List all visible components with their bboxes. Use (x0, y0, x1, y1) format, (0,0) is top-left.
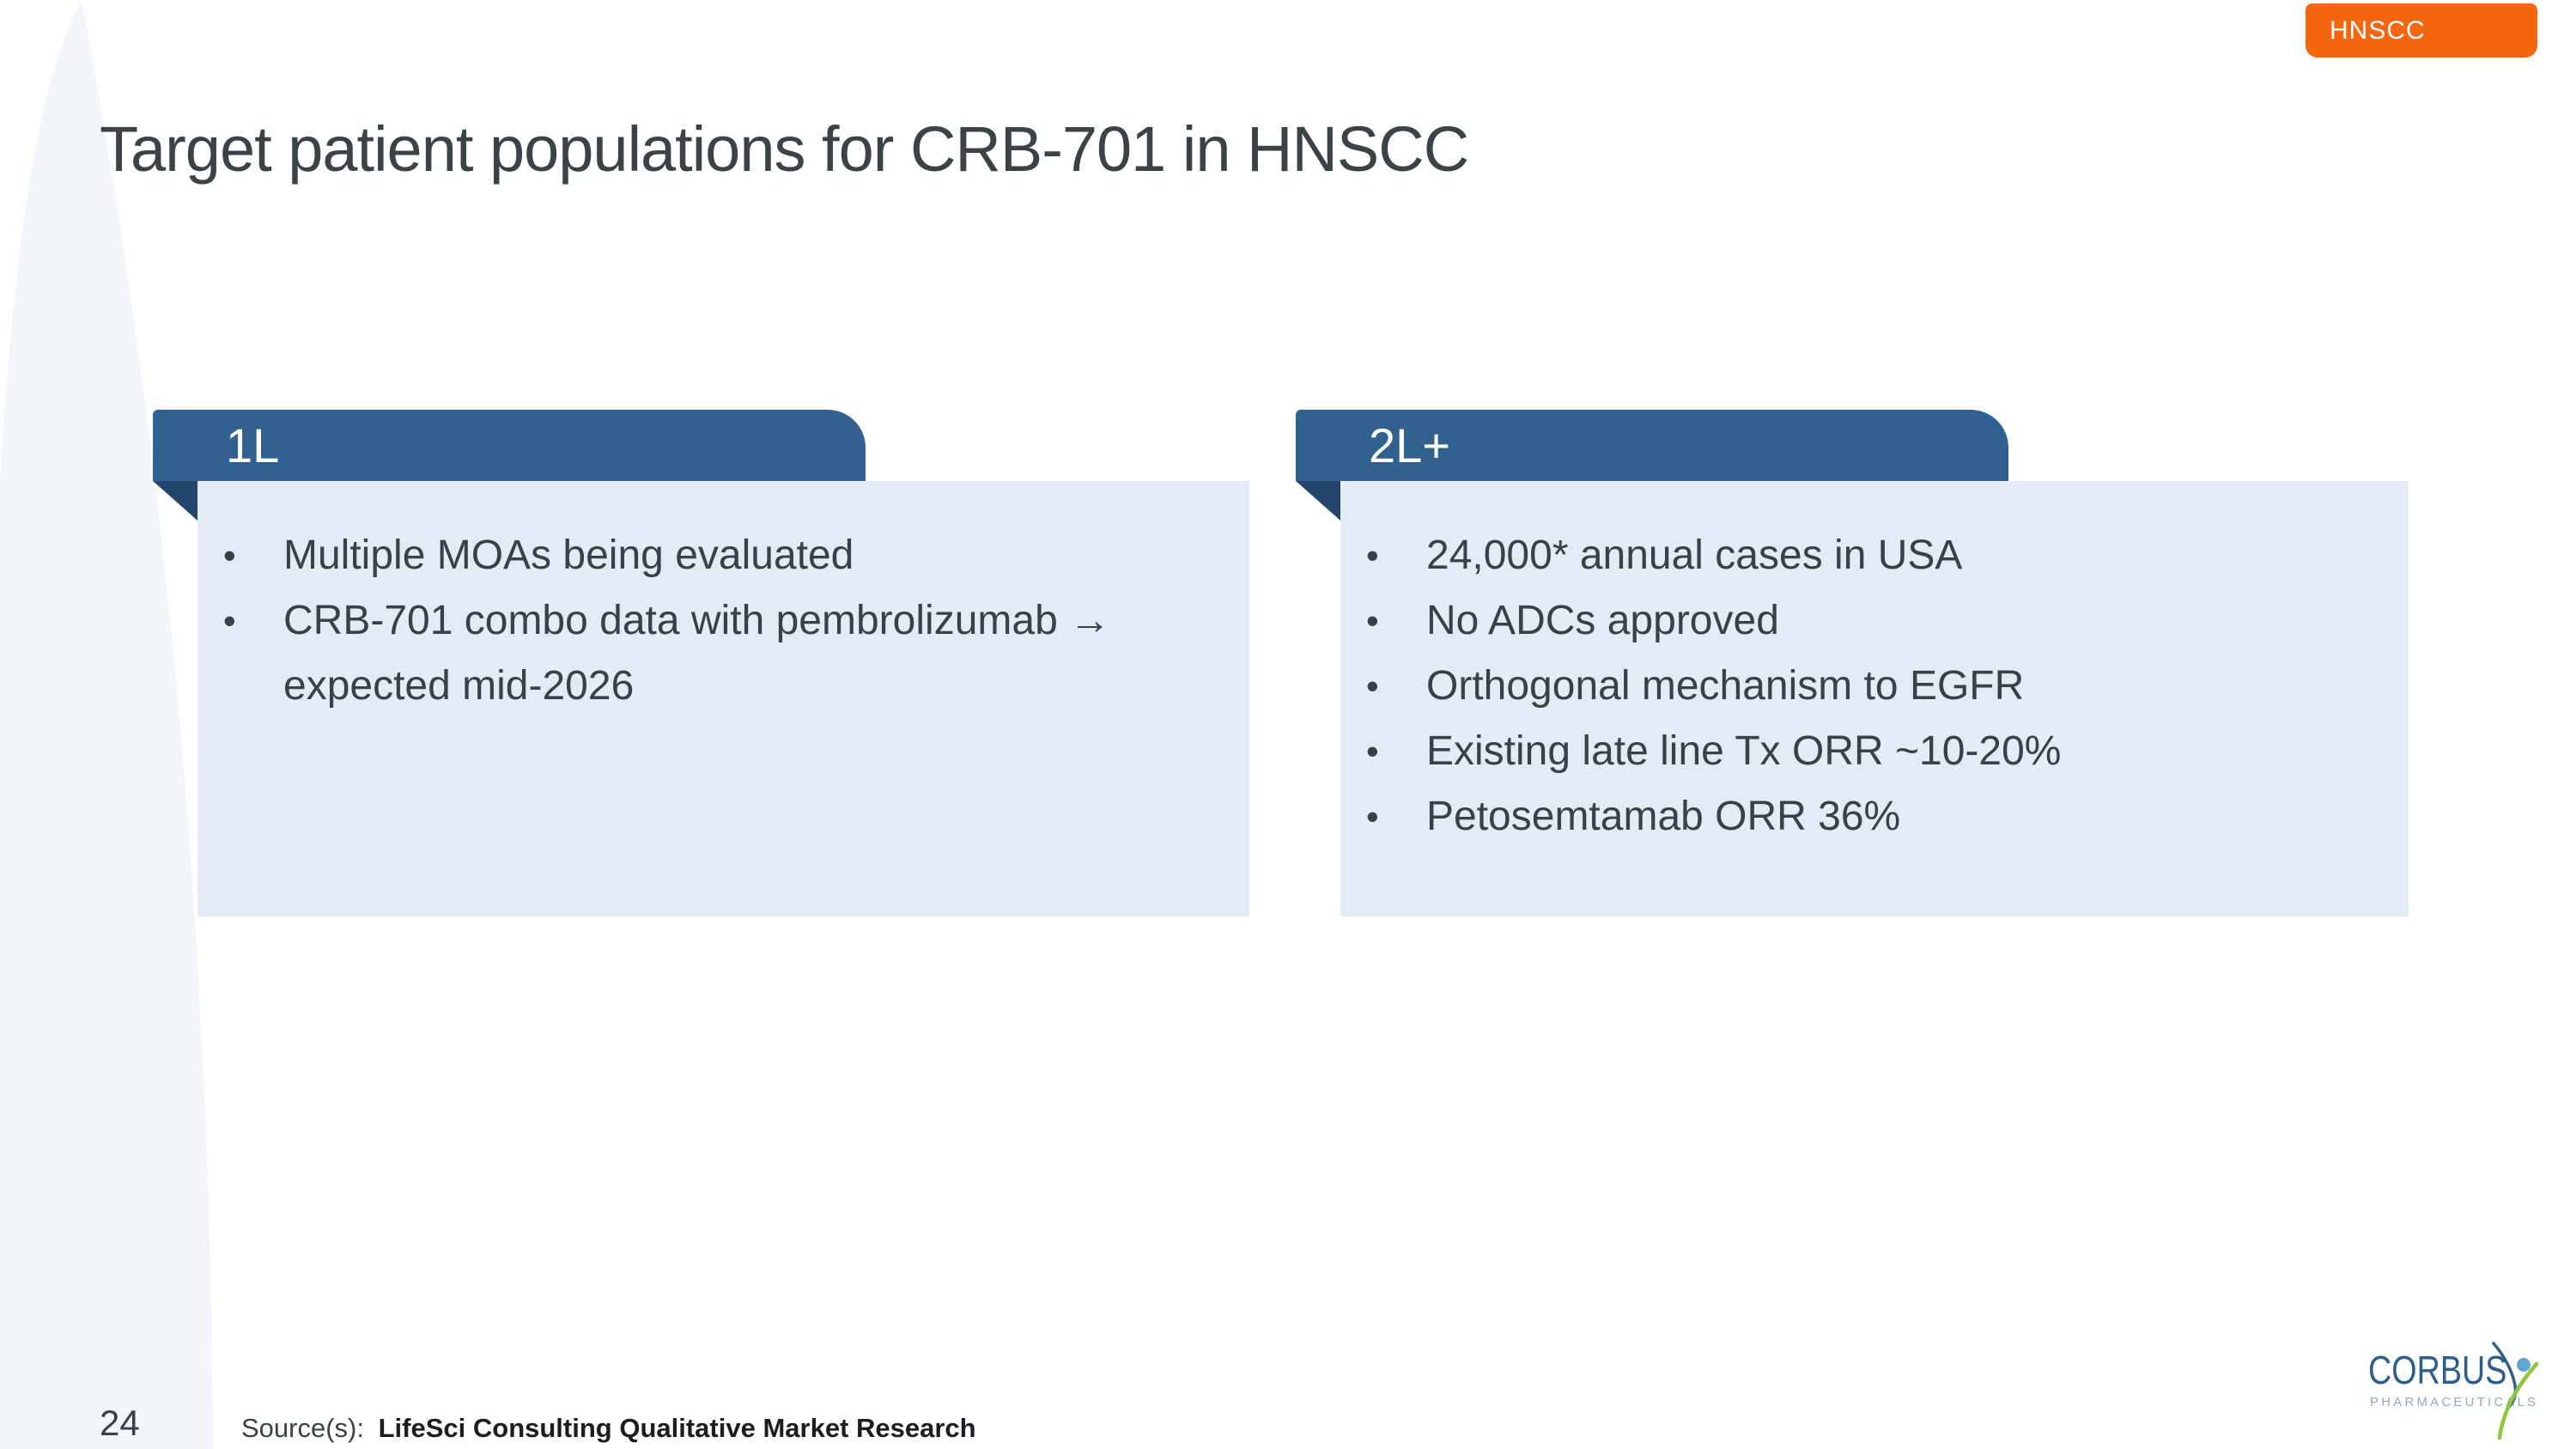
tab-2l-header: 2L+ (1296, 410, 2008, 481)
bullet-dot-icon: • (1366, 535, 1379, 575)
bullet-text: Petosemtamab ORR 36% (1426, 794, 1901, 839)
bullet-text: No ADCs approved (1426, 598, 1779, 643)
logo-subtitle: PHARMACEUTICALS (2370, 1395, 2539, 1409)
tab-1l-header: 1L (153, 410, 866, 481)
logo-figure-icon (2492, 1342, 2539, 1440)
company-logo: CORBUS PHARMACEUTICALS (2361, 1338, 2567, 1446)
box-1l: • Multiple MOAs being evaluated • CRB-70… (197, 481, 1249, 916)
bullet-text: Existing late line Tx ORR ~10-20% (1426, 728, 2062, 774)
bullet-dot-icon: • (1366, 796, 1379, 837)
bullet-item: • Orthogonal mechanism to EGFR (1366, 654, 2374, 719)
source-label: Source(s): (241, 1413, 364, 1443)
indication-tag-label: HNSCC (2330, 15, 2426, 45)
source-line: Source(s): LifeSci Consulting Qualitativ… (241, 1412, 976, 1445)
bullet-item: • Multiple MOAs being evaluated (223, 523, 1215, 588)
bullet-text: Orthogonal mechanism to EGFR (1426, 663, 2025, 709)
bullet-item: • Petosemtamab ORR 36% (1366, 784, 2374, 849)
box-2l: • 24,000* annual cases in USA • No ADCs … (1340, 481, 2409, 916)
bullet-dot-icon: • (1366, 666, 1379, 706)
bullet-item: • Existing late line Tx ORR ~10-20% (1366, 719, 2374, 784)
tab-2l-label: 2L+ (1369, 418, 1450, 472)
bullet-dot-icon: • (223, 535, 236, 575)
bullet-dot-icon: • (223, 600, 236, 641)
tab-1l-label: 1L (226, 418, 280, 472)
bullet-item: • CRB-701 combo data with pembrolizumab … (223, 588, 1215, 719)
bullet-dot-icon: • (1366, 600, 1379, 641)
tab-2l-fold (1296, 481, 1340, 521)
bullet-item: • No ADCs approved (1366, 588, 2374, 654)
page-number: 24 (100, 1403, 140, 1443)
bullet-text: Multiple MOAs being evaluated (283, 533, 854, 578)
bullet-dot-icon: • (1366, 731, 1379, 771)
tab-1l-fold (153, 481, 197, 521)
bullet-text: 24,000* annual cases in USA (1426, 533, 1963, 578)
source-text: LifeSci Consulting Qualitative Market Re… (378, 1413, 976, 1443)
indication-tag: HNSCC (2306, 3, 2537, 58)
logo-wordmark: CORBUS (2368, 1348, 2507, 1392)
bullet-text: CRB-701 combo data with pembrolizumab → … (283, 598, 1111, 709)
page-title: Target patient populations for CRB-701 i… (100, 113, 1469, 185)
bullet-item: • 24,000* annual cases in USA (1366, 523, 2374, 588)
